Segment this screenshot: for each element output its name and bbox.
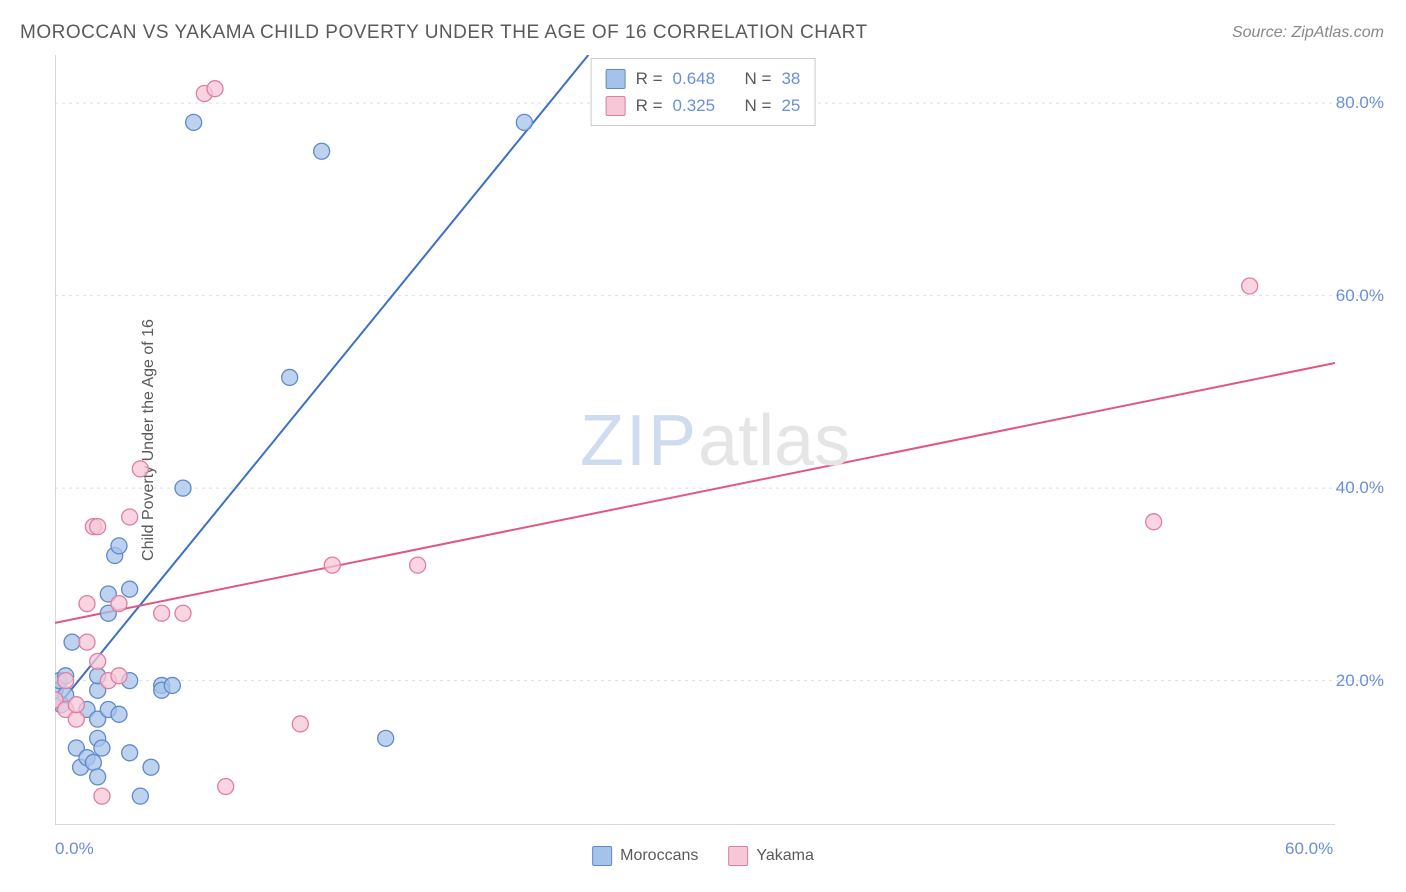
y-tick-label: 60.0% — [1336, 286, 1384, 306]
legend-swatch — [728, 846, 748, 866]
legend-swatch — [592, 846, 612, 866]
r-label: R = — [636, 65, 663, 92]
n-value: 25 — [781, 92, 800, 119]
r-label: R = — [636, 92, 663, 119]
series-legend-item: Yakama — [728, 846, 814, 866]
legend-label: Yakama — [756, 847, 814, 865]
r-value: 0.325 — [673, 92, 716, 119]
correlation-legend: R = 0.648 N = 38 R = 0.325 N = 25 — [591, 58, 816, 126]
series-legend-item: Moroccans — [592, 846, 698, 866]
correlation-legend-row: R = 0.648 N = 38 — [606, 65, 801, 92]
x-tick-label: 0.0% — [55, 839, 94, 859]
source-attribution: Source: ZipAtlas.com — [1232, 24, 1384, 42]
n-value: 38 — [781, 65, 800, 92]
legend-swatch — [606, 69, 626, 89]
r-value: 0.648 — [673, 65, 716, 92]
legend-label: Moroccans — [620, 847, 698, 865]
n-label: N = — [745, 65, 772, 92]
y-tick-label: 80.0% — [1336, 93, 1384, 113]
correlation-scatter-chart — [55, 55, 1385, 825]
x-tick-label: 60.0% — [1285, 839, 1333, 859]
legend-swatch — [606, 96, 626, 116]
series-legend: Moroccans Yakama — [592, 846, 814, 866]
n-label: N = — [745, 92, 772, 119]
correlation-legend-row: R = 0.325 N = 25 — [606, 92, 801, 119]
chart-title: MOROCCAN VS YAKAMA CHILD POVERTY UNDER T… — [20, 22, 868, 44]
y-tick-label: 20.0% — [1336, 671, 1384, 691]
y-tick-label: 40.0% — [1336, 478, 1384, 498]
